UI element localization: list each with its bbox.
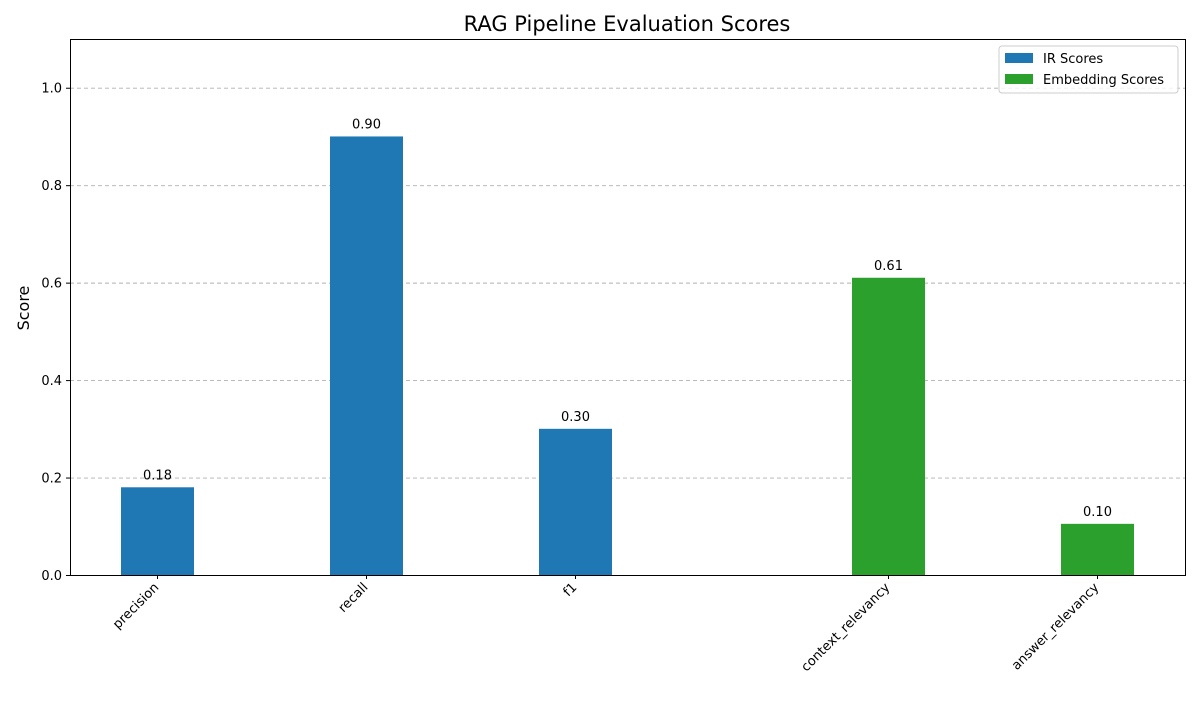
legend-swatch-ir-scores [1005, 53, 1033, 63]
data-label-recall: 0.90 [352, 117, 381, 132]
y-tick-label: 0.4 [41, 374, 62, 389]
plot-area-frame [70, 39, 1186, 576]
y-tick-label: 0.6 [41, 277, 62, 292]
y-tick-label: 0.8 [41, 179, 62, 194]
bar-recall [330, 136, 403, 576]
legend: IR Scores Embedding Scores [998, 45, 1179, 94]
bar-answer-relevancy [1061, 523, 1134, 575]
legend-swatch-embedding-scores [1005, 74, 1033, 84]
data-label-context-relevancy: 0.61 [874, 259, 903, 274]
data-label-precision: 0.18 [143, 468, 172, 483]
chart-title: RAG Pipeline Evaluation Scores [464, 12, 791, 36]
x-tick-label-precision: precision [110, 580, 162, 632]
legend-frame [998, 45, 1179, 94]
grid-lines [70, 87, 1185, 479]
data-label-f1: 0.30 [561, 410, 590, 425]
x-tick-label-context-relevancy: context_relevancy [799, 580, 894, 675]
bar-precision [121, 487, 194, 575]
x-tick-label-f1: f1 [561, 580, 581, 600]
y-tick-label: 1.0 [41, 82, 62, 97]
x-tick-label-answer-relevancy: answer_relevancy [1009, 580, 1102, 673]
y-tick-label: 0.2 [41, 472, 62, 487]
legend-label-ir-scores: IR Scores [1043, 52, 1103, 67]
data-label-answer-relevancy: 0.10 [1083, 505, 1112, 520]
data-labels: 0.18 0.90 0.30 0.61 0.10 [143, 117, 1112, 519]
legend-label-embedding-scores: Embedding Scores [1043, 73, 1164, 88]
y-tick-label: 0.0 [41, 569, 62, 584]
bars [121, 136, 1134, 576]
x-axis-ticks: precision recall f1 context_relevancy answer… [110, 575, 1103, 675]
bar-context-relevancy [852, 277, 925, 575]
x-tick-label-recall: recall [336, 580, 372, 616]
y-axis-label: Score [14, 286, 33, 331]
bar-f1 [539, 428, 612, 575]
y-axis-ticks: 0.0 0.2 0.4 0.6 0.8 1.0 [41, 82, 70, 584]
